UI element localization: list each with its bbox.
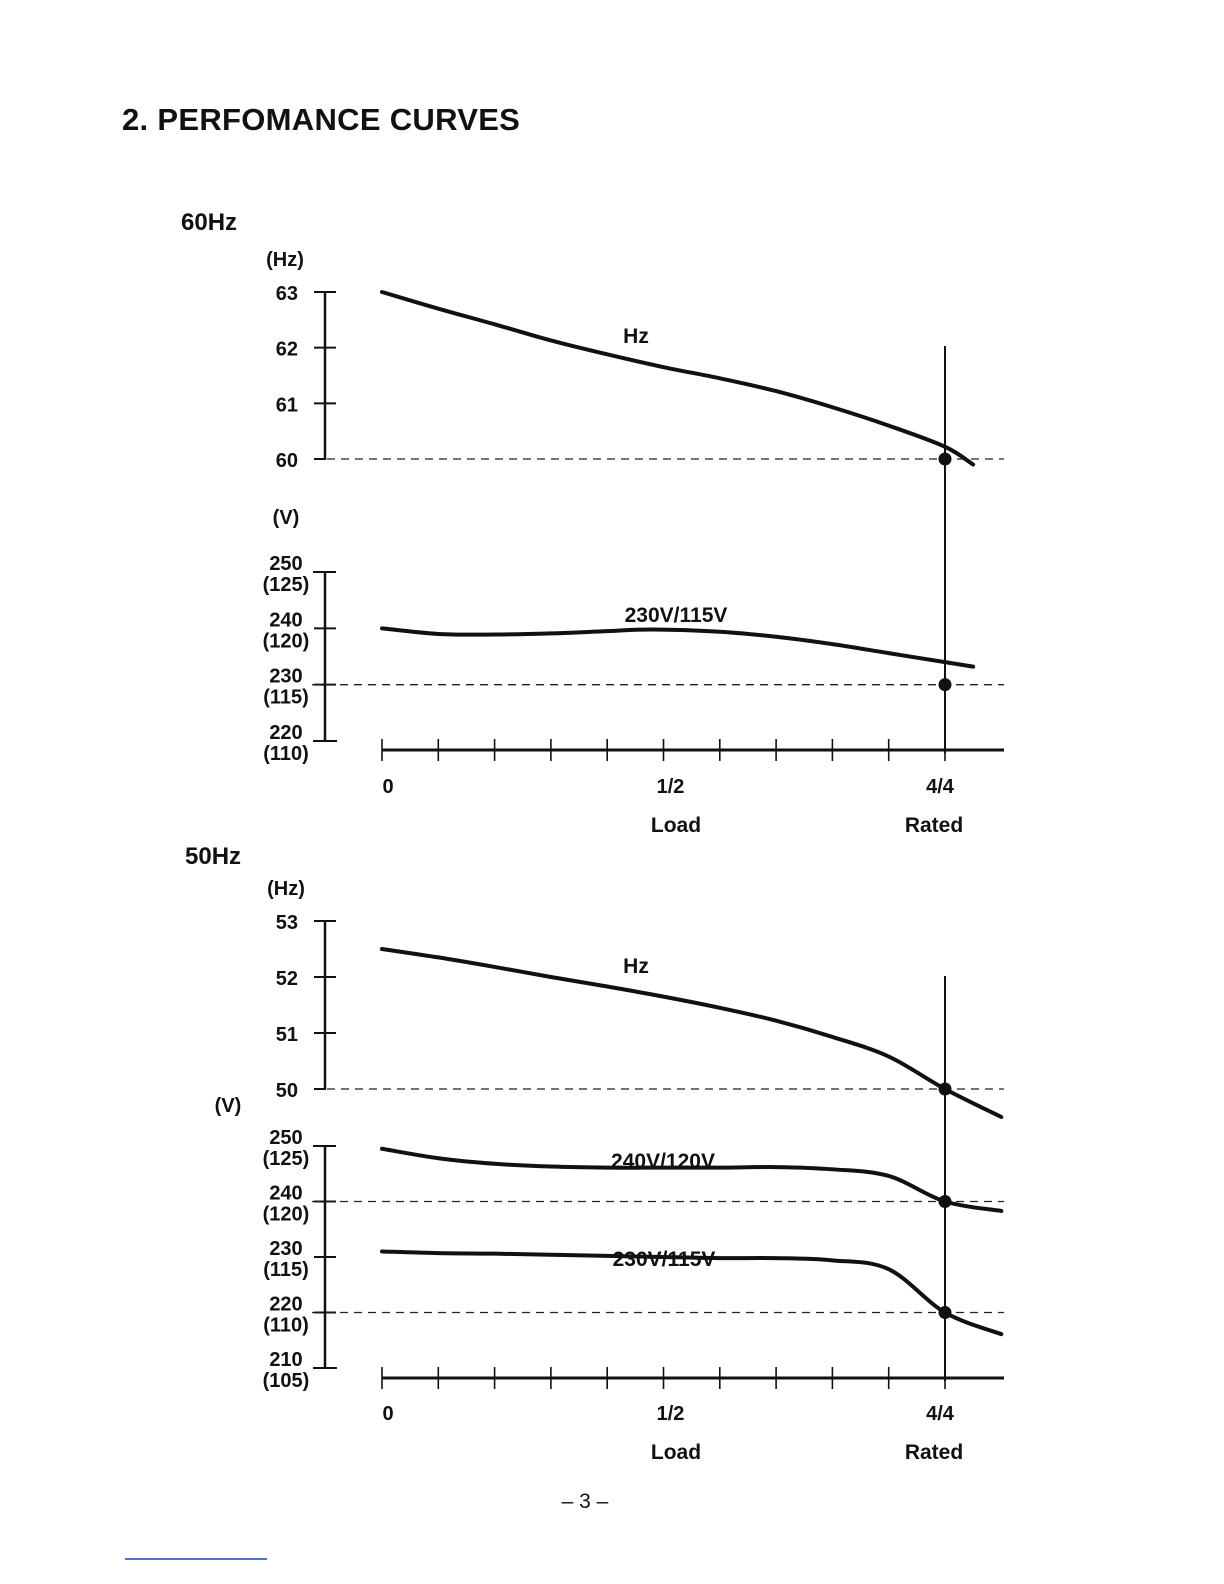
rated-point-marker (938, 1306, 952, 1319)
footer-rule (125, 1558, 267, 1560)
hz-tick-label: 50 (276, 1080, 298, 1102)
section-label: 50Hz (185, 843, 241, 870)
hz-tick-label: 52 (276, 968, 298, 990)
load-tick-label: 4/4 (926, 1403, 955, 1425)
rated-label: Rated (905, 814, 963, 837)
load-tick-label: 1/2 (657, 1403, 685, 1425)
v-tick-label: 240 (269, 609, 302, 631)
v-tick-sublabel: (110) (263, 743, 309, 765)
series-label: 230V/115V (613, 1248, 716, 1271)
v-tick-sublabel: (115) (263, 687, 309, 709)
load-axis-label: Load (651, 814, 701, 837)
v-tick-sublabel: (125) (263, 1148, 310, 1170)
v-tick-sublabel: (110) (263, 1315, 309, 1337)
load-tick-label: 4/4 (926, 776, 955, 798)
v-tick-label: 230 (269, 666, 302, 688)
hz-tick-label: 62 (276, 339, 298, 361)
rated-point-marker (938, 678, 952, 692)
hz-tick-label: 61 (276, 394, 298, 416)
v-tick-label: 220 (269, 722, 302, 744)
v-unit-label: (V) (273, 507, 300, 529)
page-number: – 3 – (561, 1490, 609, 1513)
rated-point-marker (938, 452, 952, 466)
rated-label: Rated (905, 1441, 963, 1464)
hz-tick-label: 63 (276, 283, 298, 305)
v-tick-label: 250 (269, 1127, 302, 1149)
hz-unit-label: (Hz) (266, 249, 304, 271)
hz-tick-label: 53 (276, 912, 298, 934)
rated-point-marker (938, 1195, 952, 1208)
series-curve-240v-120v (380, 1146, 1004, 1213)
hz-unit-label: (Hz) (267, 878, 305, 900)
v-tick-sublabel: (105) (263, 1370, 310, 1392)
series-label: 230V/115V (625, 604, 728, 627)
v-tick-label: 220 (269, 1294, 302, 1316)
series-curve-230v-115v (380, 1249, 1004, 1337)
load-tick-label: 1/2 (657, 776, 685, 798)
v-tick-sublabel: (120) (263, 630, 310, 652)
series-label: 240V/120V (611, 1150, 715, 1173)
series-curve-hz (380, 290, 976, 467)
v-tick-sublabel: (125) (263, 574, 310, 596)
page-title: 2. PERFOMANCE CURVES (122, 102, 521, 137)
rated-point-marker (938, 1082, 952, 1096)
v-unit-label: (V) (215, 1095, 242, 1117)
v-tick-sublabel: (115) (263, 1259, 309, 1281)
hz-tick-label: 51 (276, 1024, 298, 1046)
v-tick-label: 250 (269, 553, 302, 575)
v-tick-label: 230 (269, 1238, 302, 1260)
load-tick-label: 0 (382, 776, 393, 798)
load-tick-label: 0 (382, 1403, 393, 1425)
series-curve-hz (380, 947, 1004, 1119)
series-label: Hz (623, 955, 649, 978)
load-axis-label: Load (651, 1441, 701, 1464)
section-label: 60Hz (181, 209, 237, 236)
series-curve-230v-115v (380, 626, 976, 669)
hz-tick-label: 60 (276, 450, 298, 472)
v-tick-label: 240 (269, 1183, 302, 1205)
v-tick-sublabel: (120) (263, 1204, 310, 1226)
series-label: Hz (623, 325, 649, 348)
v-tick-label: 210 (269, 1349, 302, 1371)
